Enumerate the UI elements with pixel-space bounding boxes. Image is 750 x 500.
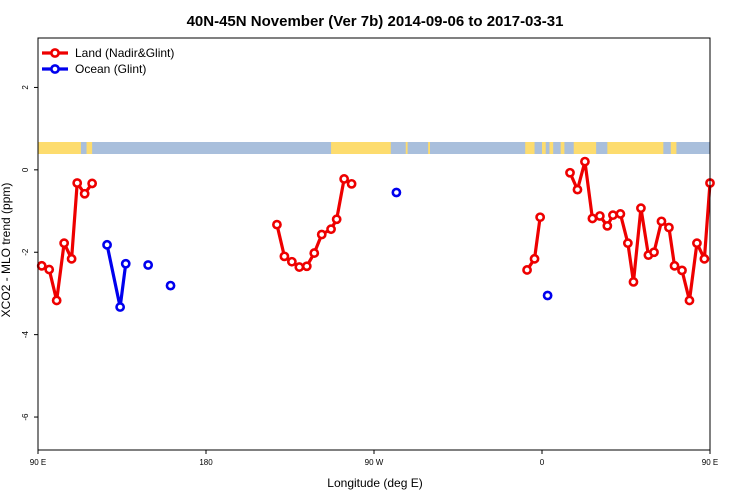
data-point: [602, 220, 613, 231]
data-point: [331, 214, 342, 225]
data-point: [294, 262, 305, 272]
data-point: [572, 184, 583, 195]
legend-swatch-marker: [50, 48, 60, 58]
data-point: [66, 253, 77, 264]
data-point: [684, 295, 695, 306]
x-tick-label: 180: [199, 458, 213, 467]
data-point: [309, 248, 320, 258]
data-point: [120, 258, 131, 269]
data-point: [615, 209, 626, 219]
series-ocean: [102, 187, 553, 312]
land-ocean-band: [38, 142, 710, 154]
land-strip: [428, 142, 430, 154]
y-tick-label: 2: [21, 85, 30, 90]
data-point: [628, 277, 639, 287]
data-point: [391, 187, 402, 198]
land-strip: [331, 142, 391, 154]
x-tick-label: 90 E: [702, 458, 718, 467]
series-layer: [36, 156, 715, 312]
land-strip: [560, 142, 565, 154]
axis-ticks: 90 E 180 90 W 0 90 E 2 0 -2 -4 -6: [21, 85, 718, 467]
data-point: [301, 261, 312, 272]
land-strip: [86, 142, 93, 154]
x-axis-label: Longitude (deg E): [327, 476, 422, 490]
land-strip: [525, 142, 535, 154]
data-point: [72, 178, 83, 188]
data-point: [36, 260, 47, 271]
data-point: [656, 216, 667, 227]
data-point: [143, 260, 154, 270]
data-point: [677, 265, 687, 276]
x-tick-label: 90 E: [30, 458, 46, 467]
data-point: [529, 253, 540, 264]
data-point: [59, 238, 70, 249]
land-strip: [542, 142, 546, 154]
data-point: [580, 156, 590, 167]
y-axis-label: XCO2 - MLO trend (ppm): [0, 183, 13, 318]
data-point: [51, 295, 62, 306]
data-point: [79, 188, 90, 199]
data-point: [326, 224, 336, 235]
data-point: [587, 213, 598, 224]
legend-item: Land (Nadir&Glint): [42, 46, 174, 60]
legend-item: Ocean (Glint): [42, 62, 146, 76]
x-tick-label: 90 W: [365, 458, 384, 467]
data-point: [649, 247, 659, 258]
land-strip: [670, 142, 677, 154]
land-strip: [405, 142, 408, 154]
y-tick-label: -2: [21, 248, 30, 256]
plot-frame: [37, 37, 711, 451]
data-point: [699, 253, 710, 264]
data-point: [339, 174, 350, 184]
land-strip: [549, 142, 554, 154]
data-point: [165, 280, 176, 291]
data-point: [622, 238, 633, 249]
land-strip: [38, 142, 81, 154]
data-point: [316, 229, 327, 240]
data-point: [565, 167, 575, 178]
data-point: [44, 264, 55, 275]
series-land: [36, 156, 715, 306]
data-point: [636, 203, 646, 214]
data-point: [692, 238, 702, 249]
data-point: [535, 212, 546, 223]
data-point: [669, 260, 680, 271]
y-tick-label: -4: [21, 331, 30, 339]
chart-title: 40N-45N November (Ver 7b) 2014-09-06 to …: [187, 13, 564, 30]
series-line: [105, 244, 128, 309]
data-point: [286, 256, 297, 267]
data-point: [542, 290, 553, 301]
y-tick-label: -6: [21, 413, 30, 421]
land-strip: [607, 142, 664, 154]
data-point: [87, 178, 98, 189]
y-tick-label: 0: [21, 167, 30, 172]
data-point: [664, 222, 674, 233]
data-point: [608, 210, 618, 221]
data-point: [522, 265, 532, 275]
legend: Land (Nadir&Glint) Ocean (Glint): [42, 46, 174, 76]
legend-swatch-marker: [50, 64, 60, 74]
land-strip: [573, 142, 597, 154]
data-point: [115, 302, 126, 312]
data-point: [594, 211, 605, 221]
legend-label: Ocean (Glint): [75, 62, 146, 76]
data-point: [272, 219, 282, 230]
series-line: [568, 160, 712, 303]
x-tick-label: 0: [540, 458, 545, 467]
data-point: [279, 251, 290, 262]
data-point: [102, 239, 112, 250]
data-point: [346, 178, 357, 189]
legend-label: Land (Nadir&Glint): [75, 46, 174, 60]
